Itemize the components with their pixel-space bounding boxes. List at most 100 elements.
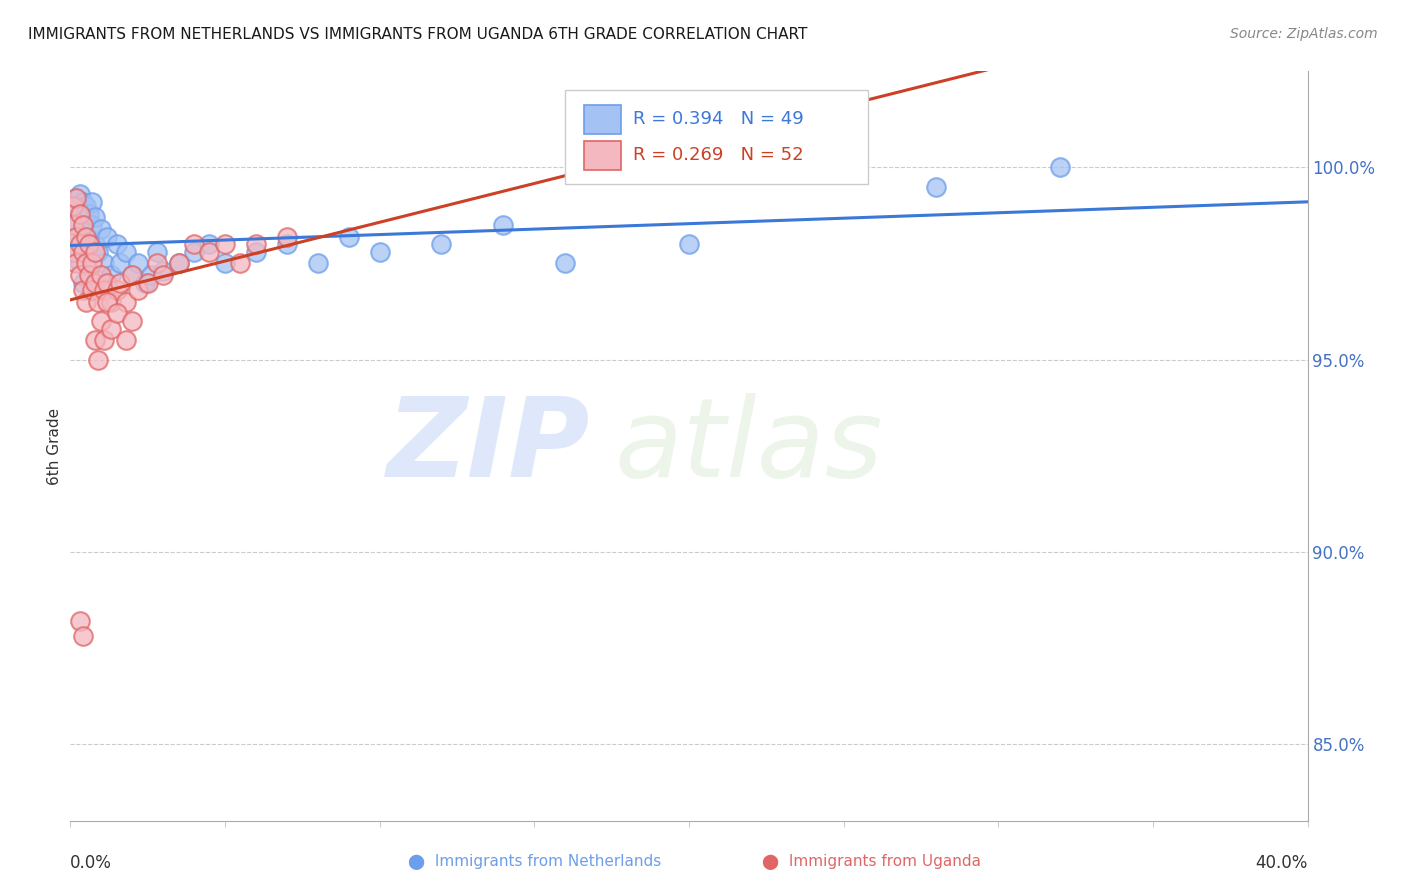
Point [121,268,143,282]
FancyBboxPatch shape [565,90,869,184]
Point [69,256,91,270]
Point [69,268,91,282]
Text: ⬤  Immigrants from Netherlands: ⬤ Immigrants from Netherlands [408,854,661,870]
Point [65,244,87,259]
Text: R = 0.269   N = 52: R = 0.269 N = 52 [633,146,804,164]
Point [69,206,91,220]
Point [96,229,118,244]
Point [198,244,221,259]
Point [84,276,107,290]
Point [69,206,91,220]
Point [62,199,84,213]
Point [214,256,236,270]
FancyBboxPatch shape [583,141,621,169]
Point [492,218,515,232]
Point [93,284,115,298]
Point [121,268,143,282]
Point [276,229,298,244]
Point [167,256,190,270]
Text: ⬤  Immigrants from Uganda: ⬤ Immigrants from Uganda [762,854,981,870]
Point [245,237,267,252]
Point [146,244,169,259]
Point [90,314,112,328]
Point [90,222,112,236]
Text: R = 0.394   N = 49: R = 0.394 N = 49 [633,111,804,128]
Point [65,191,87,205]
Point [368,244,391,259]
Y-axis label: 6th Grade: 6th Grade [46,408,62,484]
Point [105,237,128,252]
Point [214,237,236,252]
Point [69,187,91,202]
Text: IMMIGRANTS FROM NETHERLANDS VS IMMIGRANTS FROM UGANDA 6TH GRADE CORRELATION CHAR: IMMIGRANTS FROM NETHERLANDS VS IMMIGRANT… [28,27,807,42]
Point [65,191,87,205]
Point [127,256,149,270]
Point [337,229,360,244]
Point [152,264,174,278]
Point [72,218,94,232]
Point [100,294,122,309]
Point [65,218,87,232]
Text: ZIP: ZIP [387,392,591,500]
Point [87,294,110,309]
Point [183,244,205,259]
Point [72,226,94,240]
Point [152,268,174,282]
Point [127,284,149,298]
Point [139,268,162,282]
Point [72,276,94,290]
Point [75,199,97,213]
Point [75,229,97,244]
Point [77,241,100,255]
Point [276,237,298,252]
Point [80,194,103,209]
Point [75,229,97,244]
Point [167,256,190,270]
Point [72,244,94,259]
Point [80,218,103,232]
Point [62,229,84,244]
Text: 40.0%: 40.0% [1256,855,1308,872]
Point [183,237,205,252]
Point [90,268,112,282]
Point [75,294,97,309]
Point [96,294,118,309]
Point [430,237,453,252]
Point [84,334,107,348]
Point [115,334,138,348]
FancyBboxPatch shape [583,105,621,134]
Point [62,218,84,232]
Point [69,614,91,628]
Point [77,237,100,252]
Point [84,237,107,252]
Point [105,306,128,320]
Point [75,256,97,270]
Point [245,244,267,259]
Point [115,294,138,309]
Point [105,284,128,298]
Point [72,284,94,298]
Point [72,194,94,209]
Point [72,629,94,643]
Point [75,252,97,267]
Point [554,256,576,270]
Point [93,334,115,348]
Point [198,237,221,252]
Point [87,352,110,367]
Point [77,268,100,282]
Point [77,206,100,220]
Point [115,244,138,259]
Point [229,256,252,270]
Point [80,256,103,270]
Point [80,284,103,298]
Point [62,199,84,213]
Point [65,256,87,270]
Point [678,237,700,252]
Point [108,256,131,270]
Point [93,256,115,270]
Point [100,268,122,282]
Point [87,244,110,259]
Text: 0.0%: 0.0% [70,855,112,872]
Point [84,244,107,259]
Point [1049,161,1071,175]
